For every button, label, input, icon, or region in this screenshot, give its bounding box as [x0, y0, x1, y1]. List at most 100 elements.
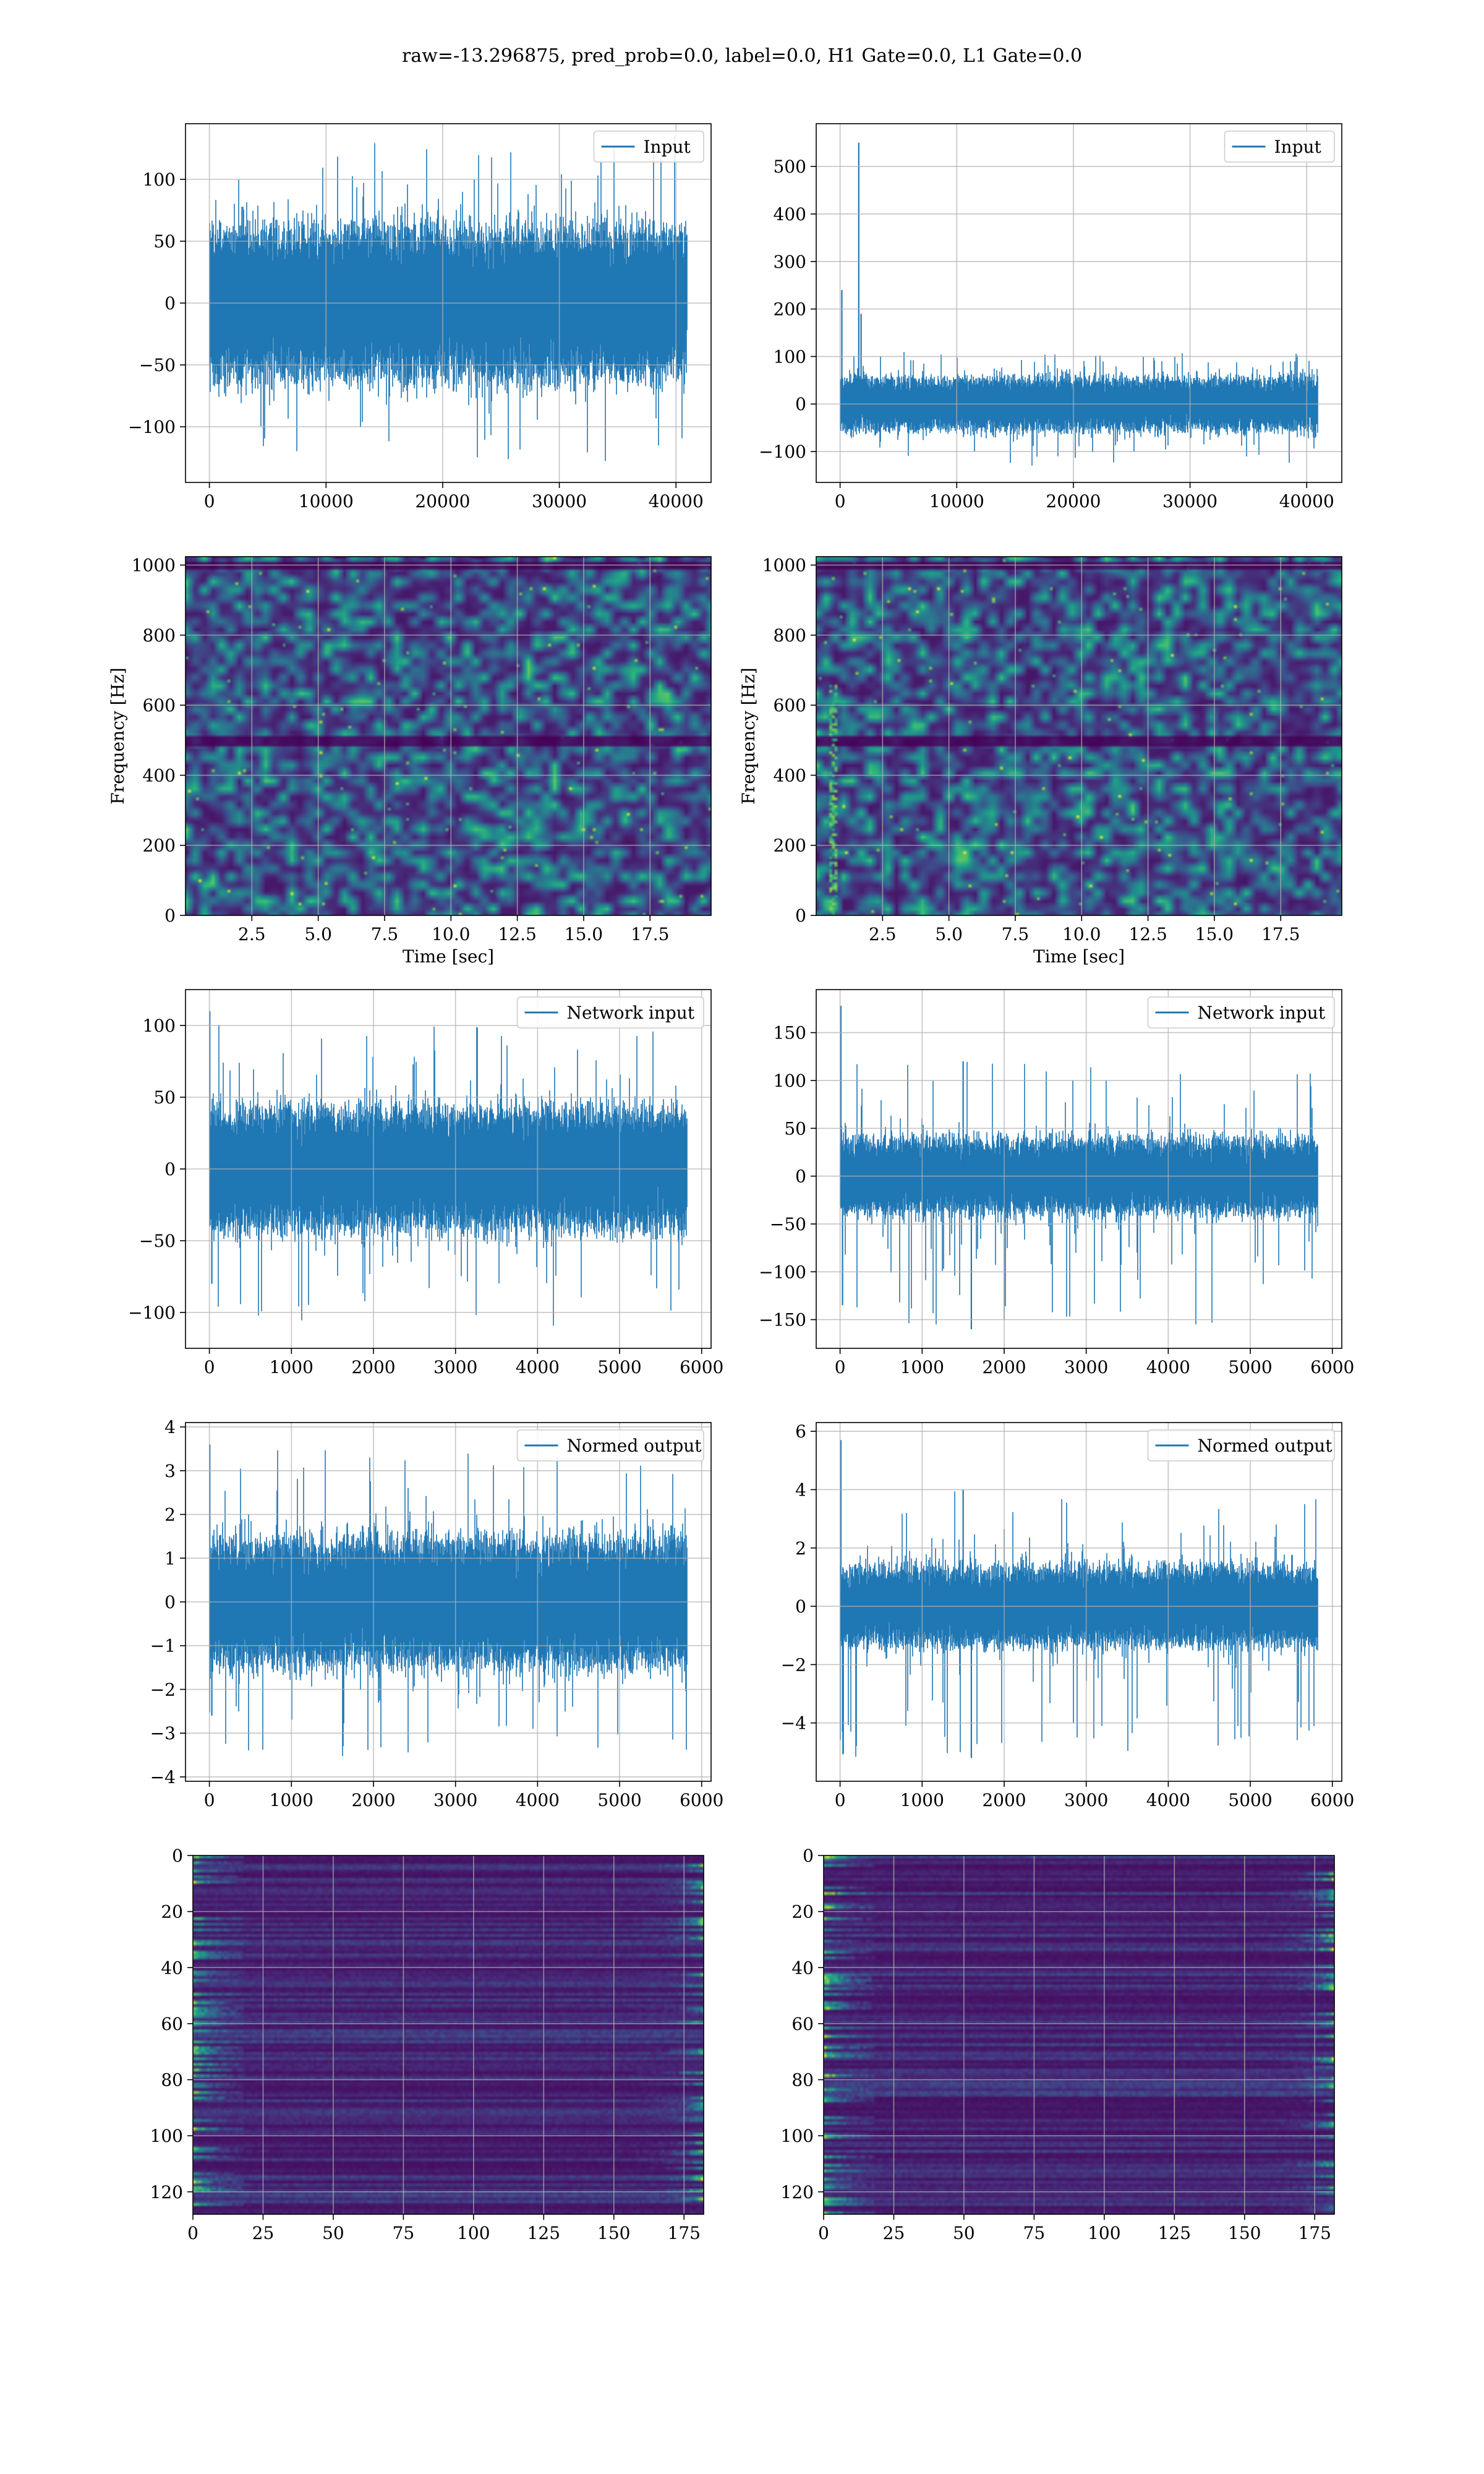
series-network-input [840, 1061, 1318, 1325]
series-input [209, 136, 688, 461]
y-tick-label: 300 [774, 252, 806, 272]
legend: Normed output [1147, 1429, 1335, 1462]
legend-label: Input [644, 137, 691, 157]
x-tick-label: 1000 [900, 1790, 944, 1810]
y-tick-label: 0 [795, 1166, 806, 1187]
x-tick-label: 10000 [299, 491, 354, 511]
y-tick-label: 0 [164, 905, 176, 926]
x-tick-label: 0 [204, 491, 215, 511]
y-tick-label: 100 [143, 1016, 176, 1036]
x-tick-label: 2000 [351, 1790, 395, 1810]
y-tick-label: 400 [774, 204, 806, 225]
x-tick-label: 0 [187, 2223, 198, 2243]
y-tick-label: −100 [759, 1262, 806, 1282]
axes-l1-spectrogram: 2.5 5.0 7.5 10.0 12.5 15.0 17.5 0 200 400 600 800 10… [738, 555, 1342, 967]
y-tick-label: −50 [139, 1231, 176, 1251]
x-tick-label: 4000 [516, 1357, 560, 1377]
x-tick-label: 3000 [433, 1357, 477, 1377]
y-tick-label: −4 [150, 1767, 176, 1787]
x-tick-label: 10.0 [432, 924, 470, 944]
x-axis-label: Time [sec] [1033, 946, 1125, 967]
x-tick-label: 25 [883, 2223, 905, 2243]
y-tick-label: 800 [143, 625, 176, 646]
legend-box [593, 131, 704, 163]
x-tick-label: 20000 [1046, 491, 1101, 511]
y-tick-label: 0 [803, 1846, 814, 1866]
y-tick-label: 100 [150, 2126, 183, 2146]
y-tick-label: 120 [781, 2182, 814, 2202]
y-tick-label: −50 [139, 355, 176, 375]
x-tick-label: 20000 [415, 491, 470, 511]
x-tick-label: 2000 [982, 1357, 1026, 1377]
grid-lines [186, 1423, 711, 1781]
legend-box [1224, 131, 1335, 163]
plot-area [840, 142, 1318, 466]
y-tick-label: 50 [784, 1118, 806, 1139]
x-tick-label: 12.5 [1128, 924, 1167, 944]
series-network-input [209, 1025, 688, 1326]
x-tick-label: 25 [252, 2223, 275, 2243]
y-tick-label: 6 [795, 1421, 806, 1442]
legend-box [1147, 996, 1335, 1029]
x-tick-label: 6000 [1310, 1790, 1354, 1810]
x-tick-label: 1000 [270, 1790, 313, 1810]
x-tick-label: 150 [1228, 2223, 1261, 2243]
legend: Input [593, 131, 704, 163]
plot-area [209, 1011, 688, 1326]
y-tick-label: 100 [781, 2126, 814, 2146]
y-tick-label: 3 [164, 1461, 176, 1481]
axes-h1-spectrogram: 2.5 5.0 7.5 10.0 12.5 15.0 17.5 0 200 400 600 800 10… [108, 555, 712, 967]
x-axis-label: Time [sec] [403, 946, 494, 967]
axes-h1-normed-output: 0 1000 2000 3000 4000 5000 6000 −4 −3 −2 −1 0 1 2 3 4 No… [150, 1417, 724, 1810]
y-tick-label: 1000 [762, 555, 806, 576]
x-tick-label: 0 [835, 491, 846, 511]
y-tick-label: 400 [774, 765, 806, 785]
y-tick-label: 4 [164, 1417, 176, 1437]
y-tick-label: 80 [791, 2070, 814, 2091]
x-tick-label: 0 [835, 1790, 846, 1810]
y-tick-label: 0 [795, 1596, 806, 1617]
y-tick-label: 500 [774, 156, 806, 177]
axes-frame [185, 556, 712, 916]
axes-frame [192, 1855, 704, 2215]
x-tick-label: 75 [393, 2223, 415, 2243]
y-tick-label: 60 [161, 2014, 183, 2034]
grid-lines [186, 990, 711, 1348]
x-tick-label: 125 [1158, 2223, 1191, 2243]
x-tick-label: 17.5 [631, 924, 669, 944]
y-tick-label: 40 [161, 1958, 183, 1978]
y-tick-label: 100 [774, 346, 806, 367]
y-tick-label: −100 [759, 442, 806, 462]
y-tick-label: 200 [143, 836, 176, 856]
series-normed-output [209, 1450, 688, 1757]
x-tick-label: 3000 [1064, 1790, 1108, 1810]
legend-box [516, 1429, 704, 1462]
y-tick-label: 0 [164, 293, 176, 314]
axes-h1-input: 0 10000 20000 30000 40000 −100 −50 0 50 100 Input [128, 123, 712, 511]
y-axis-label: Frequency [Hz] [108, 667, 128, 804]
x-tick-label: 175 [1298, 2223, 1331, 2243]
y-tick-label: 100 [143, 169, 176, 190]
legend: Network input [1147, 996, 1335, 1029]
feature-map-image [824, 1856, 1334, 2214]
figure-suptitle: raw=-13.296875, pred_prob=0.0, label=0.0… [402, 45, 1082, 67]
axes-frame [816, 556, 1342, 916]
x-tick-label: 0 [204, 1357, 215, 1377]
y-tick-label: −4 [781, 1713, 806, 1734]
y-tick-label: 20 [161, 1902, 183, 1922]
legend-box [1147, 1429, 1335, 1462]
x-tick-label: 12.5 [498, 924, 536, 944]
y-tick-label: 600 [774, 695, 806, 716]
x-tick-label: 15.0 [565, 924, 603, 944]
y-tick-label: −2 [150, 1679, 176, 1700]
spectrogram-image [816, 557, 1342, 915]
x-tick-label: 30000 [1162, 491, 1217, 511]
subplot-grid: 0 10000 20000 30000 40000−100−50050100Input0… [108, 123, 1354, 2243]
legend-label: Input [1274, 137, 1322, 157]
y-tick-label: −3 [150, 1723, 176, 1744]
legend-label: Normed output [1198, 1436, 1333, 1456]
x-tick-label: 6000 [1310, 1357, 1354, 1377]
y-tick-label: 600 [143, 695, 176, 716]
y-tick-label: 50 [153, 231, 176, 252]
